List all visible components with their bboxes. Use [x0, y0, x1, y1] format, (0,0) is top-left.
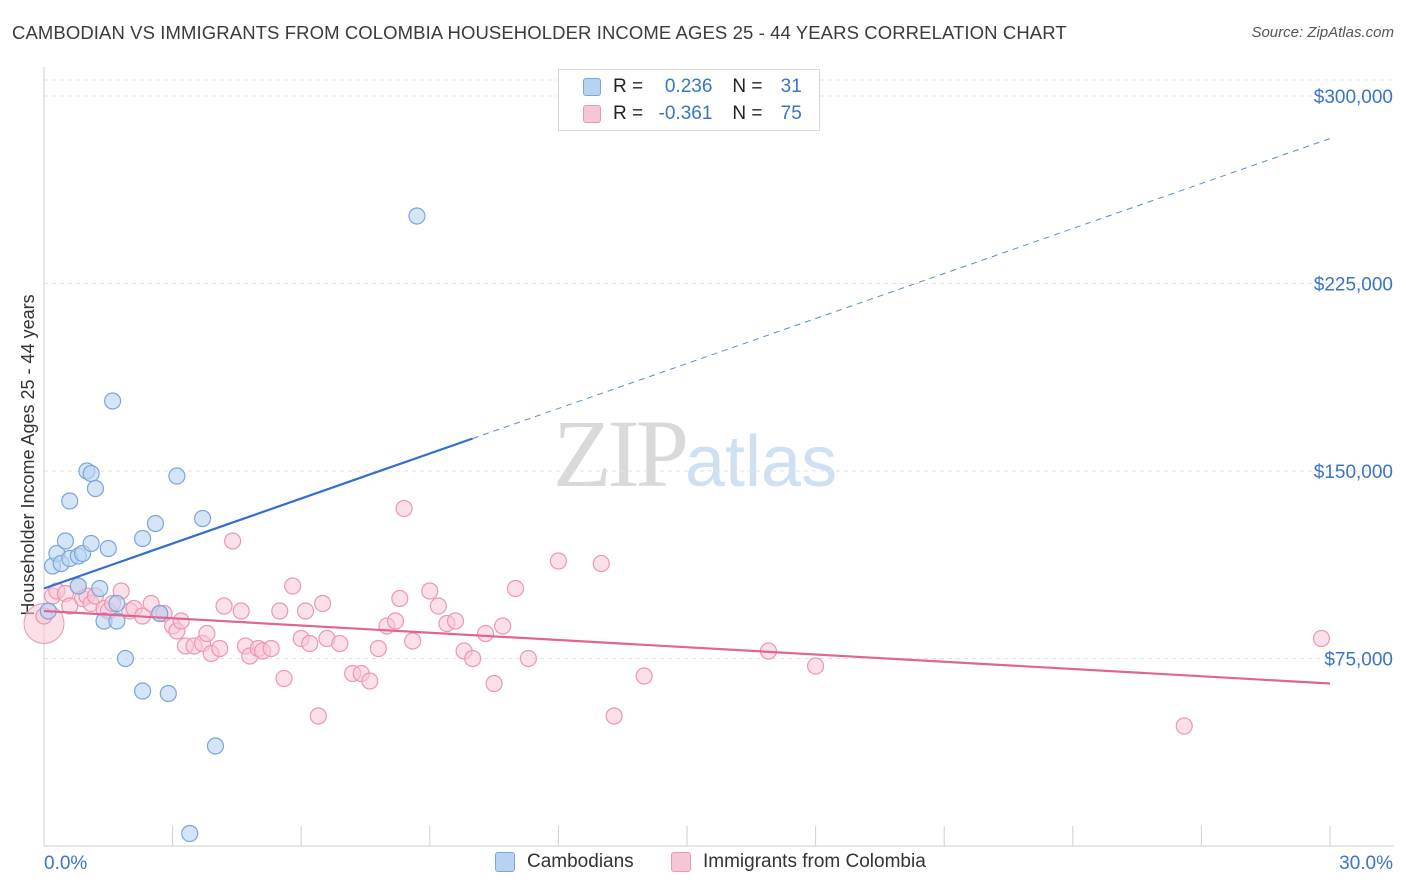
data-point-cambodian	[206, 737, 225, 755]
data-point-colombia	[215, 597, 233, 615]
data-point-colombia	[485, 674, 503, 693]
data-point-colombia	[1312, 629, 1331, 648]
data-point-colombia	[301, 634, 319, 653]
data-point-colombia	[1175, 717, 1193, 735]
chart-title: CAMBODIAN VS IMMIGRANTS FROM COLOMBIA HO…	[12, 22, 1067, 43]
data-point-colombia	[519, 649, 537, 668]
data-point-colombia	[635, 667, 653, 685]
data-point-cambodian	[159, 684, 177, 703]
data-point-cambodian	[86, 479, 105, 498]
data-point-cambodian	[108, 612, 126, 630]
trendline-cambodians	[43, 437, 474, 590]
data-point-colombia	[61, 597, 79, 615]
legend-r-value: -0.361	[658, 103, 713, 124]
data-point-cambodian	[168, 467, 186, 485]
x-tick-label: 30.0%	[1339, 853, 1393, 874]
bottom-legend-colombia: Immigrants from Colombia	[671, 851, 926, 873]
legend-n-label: N =	[732, 103, 763, 124]
bottom-legend-swatch-blue	[495, 852, 515, 872]
data-point-cambodian	[133, 682, 152, 700]
watermark: ZIPatlas	[553, 398, 837, 509]
data-point-colombia	[429, 597, 447, 615]
data-point-colombia	[592, 554, 610, 573]
legend-r-label: R =	[613, 76, 644, 97]
data-point-cambodian	[103, 392, 122, 410]
y-tick-label: $150,000	[1314, 462, 1393, 483]
data-point-colombia	[331, 634, 349, 653]
data-point-cambodian	[56, 532, 75, 550]
legend-n-value: 75	[780, 103, 802, 124]
y-tick-label: $300,000	[1314, 87, 1393, 108]
legend-swatch-pink	[583, 105, 601, 123]
data-point-colombia	[421, 582, 439, 600]
legend-row-cambodians: R = 0.236 N = 31	[583, 74, 802, 100]
data-point-colombia	[446, 612, 465, 630]
data-point-colombia	[275, 669, 293, 688]
data-point-cambodian	[61, 492, 79, 510]
data-point-colombia	[296, 602, 315, 620]
trendline-colombia	[43, 609, 1331, 685]
data-point-colombia	[605, 707, 623, 725]
data-point-cambodian	[194, 509, 212, 528]
data-point-colombia	[361, 672, 379, 690]
data-point-colombia	[232, 602, 250, 620]
data-point-colombia	[262, 639, 280, 658]
data-point-colombia	[395, 499, 413, 518]
legend-swatch-blue	[583, 78, 601, 96]
data-point-colombia	[198, 624, 216, 643]
data-point-colombia	[211, 639, 229, 658]
data-point-colombia	[404, 632, 422, 650]
data-point-colombia	[806, 657, 825, 675]
data-point-colombia	[494, 617, 512, 635]
bottom-legend-swatch-pink	[671, 852, 691, 872]
data-point-cambodian	[408, 207, 426, 225]
y-axis-label: Householder Income Ages 25 - 44 years	[18, 294, 38, 615]
bottom-legend-cambodians: Cambodians	[495, 851, 634, 873]
data-point-colombia	[506, 579, 525, 598]
legend-n-label: N =	[732, 76, 763, 97]
data-point-cambodian	[151, 604, 169, 623]
data-point-cambodian	[82, 534, 100, 553]
data-point-cambodian	[91, 579, 109, 598]
data-point-colombia	[549, 552, 568, 570]
data-point-colombia	[224, 532, 242, 550]
data-point-colombia	[284, 577, 302, 595]
watermark-zip: ZIP	[553, 400, 689, 507]
data-point-cambodian	[108, 594, 126, 613]
data-point-colombia	[314, 594, 332, 613]
data-point-colombia	[271, 602, 289, 620]
data-point-colombia	[369, 639, 387, 658]
data-point-cambodian	[99, 539, 117, 558]
y-tick-label: $225,000	[1314, 275, 1393, 296]
bottom-legend-label: Immigrants from Colombia	[703, 851, 926, 872]
stats-legend: R = 0.236 N = 31 R = -0.361 N = 75	[558, 69, 820, 131]
x-tick-label: 0.0%	[44, 853, 87, 874]
data-point-cambodian	[146, 514, 165, 533]
watermark-atlas: atlas	[685, 422, 838, 502]
legend-n-value: 31	[780, 76, 802, 97]
data-point-colombia	[476, 624, 495, 643]
data-point-colombia	[391, 589, 409, 608]
source-label: Source: ZipAtlas.com	[1251, 24, 1394, 41]
legend-row-colombia: R = -0.361 N = 75	[583, 101, 802, 127]
legend-r-value: 0.236	[664, 76, 713, 97]
data-point-cambodian	[181, 824, 199, 843]
data-point-colombia	[386, 612, 405, 630]
bottom-legend-label: Cambodians	[527, 851, 634, 872]
data-point-colombia	[172, 612, 190, 630]
legend-r-label: R =	[613, 103, 644, 124]
data-point-cambodian	[116, 649, 135, 668]
data-point-cambodian	[82, 464, 100, 483]
data-point-cambodian	[69, 577, 87, 595]
data-point-colombia	[309, 707, 327, 725]
trendline-cambodians-projection	[472, 138, 1331, 439]
data-point-colombia	[464, 649, 482, 668]
y-tick-label: $75,000	[1324, 650, 1393, 671]
data-point-cambodian	[133, 529, 152, 548]
